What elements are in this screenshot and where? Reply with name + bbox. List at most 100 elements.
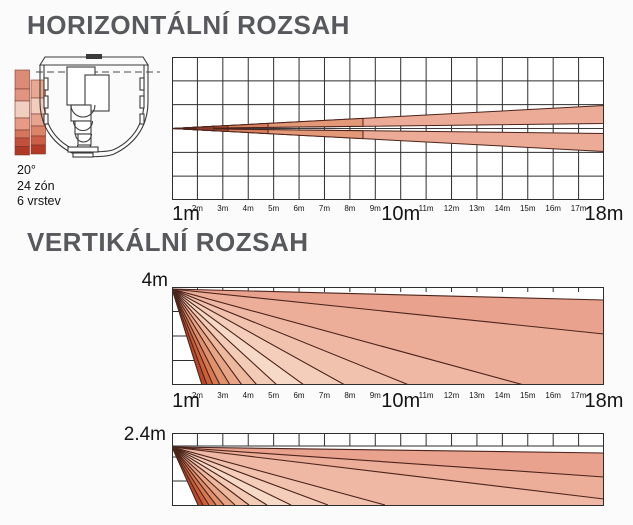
beam-ray-line [172,288,410,385]
sensor-cross-section-diagram [14,54,160,158]
beam-ray-line [172,446,386,506]
lens-step [74,120,92,135]
axis-label-16m: 16m [545,391,561,400]
axis-label-8m: 8m [344,391,356,400]
vertical-range-chart-4m [172,287,604,385]
chart-border [172,57,604,200]
zone-layer-color-bars [14,69,46,156]
axis-label-17m: 17m [570,204,587,213]
wall-clip [139,95,145,109]
axis-label-9m: 9m [369,204,381,213]
wall-clip [43,95,49,109]
zone-layer-bar-left [14,88,30,102]
wall-clip [139,77,145,91]
axis-label-12m: 12m [443,204,460,213]
lens-arc [74,133,93,143]
axis-label-7m: 7m [318,204,331,213]
axis-label-11m: 11m [418,204,434,213]
beam-zone-tip [172,126,197,131]
spec-angle: 20° [17,163,36,177]
axis-label-15m: 15m [519,204,536,213]
zone-layer-bar-right [30,144,46,155]
beam-ray-line [172,288,221,385]
zone-layer-bar-left [14,100,30,119]
wall-clip [43,77,49,91]
chart-border [172,287,604,385]
axis-label-2m: 2m [191,391,203,400]
beam-ray-line [172,446,217,506]
zone-layer-bar-left [14,117,30,131]
axis-label-18m: 18m [584,203,624,225]
lens-base [72,152,94,158]
zone-layer-bar-left [14,146,30,156]
beam-ray-line [172,288,604,335]
zone-layer-bar-right [30,135,46,146]
axis-label-6m: 6m [293,204,305,213]
axis-label-10m: 10m [381,390,421,412]
beam-ray-line [172,288,203,385]
beam-ray-line [172,288,214,385]
axis-label-7m: 7m [318,391,331,400]
axis-label-11m: 11m [418,391,434,400]
axis-label-13m: 13m [469,391,485,400]
axis-label-15m: 15m [519,391,536,400]
beam-ray-line [172,288,278,385]
height-label-2-4m: 2.4m [123,424,166,445]
beam-ray-line [172,446,604,500]
beam-ray-line [172,446,250,506]
beam-ray-line [172,446,604,454]
lens-base [67,146,99,153]
axis-label-3m: 3m [217,204,229,213]
beam-ray-line [172,288,604,301]
axis-label-16m: 16m [545,204,561,213]
sensor-specs: 20° 24 zón 6 vrstev [17,163,61,210]
height-label-4m: 4m [141,270,168,291]
axis-label-8m: 8m [344,204,356,213]
zone-layer-bar-left [14,137,30,147]
spec-zones: 24 zón [17,178,55,193]
beam-fan-region [172,289,604,385]
zone-layer-bar-right [30,79,46,99]
axis-label-1m: 1m [172,390,200,412]
horizontal-range-chart [172,57,604,200]
zone-layer-bar-right [30,113,46,127]
spec-layers: 6 vrstev [17,194,61,208]
axis-label-5m: 5m [268,204,280,213]
axis-label-13m: 13m [469,204,485,213]
beam-fan-region [172,447,604,505]
axis-label-17m: 17m [570,391,587,400]
zone-layer-bar-left [14,69,30,90]
wall-clip [43,113,49,125]
wall-clip [139,113,145,125]
distance-axis-vertical-chart: 1m 2m 3m 4m 5m 6m 7m 8m 9m 10m 11m 12m 13m 14m 15m 16m 1… [172,388,623,414]
outer-wall [39,65,149,158]
axis-label-12m: 12m [443,391,460,400]
section-title-horizontal: HORIZONTÁLNÍ ROZSAH [27,10,350,40]
axis-label-5m: 5m [268,391,280,400]
distance-axis-horizontal-chart: 1m 2m 3m 4m 5m 6m 7m 8m 9m 10m 11m 12m 13m 14m 15m 16m 1… [172,201,623,227]
lens-arc [72,120,94,132]
beam-ray-line [172,288,525,385]
beam-ray-line [172,446,292,506]
beam-ray-line [172,288,346,385]
axis-label-14m: 14m [494,204,511,213]
beam-ray-line [172,446,225,506]
lens-arc [70,104,96,118]
beam-ray-line [172,446,268,506]
beam-ray-line [172,446,210,506]
beam-ray-line [172,288,258,385]
chart-border [172,433,604,506]
beam-ray-line [172,446,329,506]
axis-label-18m: 18m [584,390,624,412]
axis-label-4m: 4m [242,391,254,400]
section-title-vertical: VERTIKÁLNÍ ROZSAH [27,227,309,257]
axis-label-1m: 1m [172,203,200,225]
zone-layer-bar-right [30,97,46,115]
cap-connector [86,54,102,59]
axis-label-9m: 9m [369,391,381,400]
housing-cap [39,56,149,66]
axis-label-2m: 2m [191,204,203,213]
beam-ray-line [172,288,231,385]
axis-label-4m: 4m [242,204,254,213]
